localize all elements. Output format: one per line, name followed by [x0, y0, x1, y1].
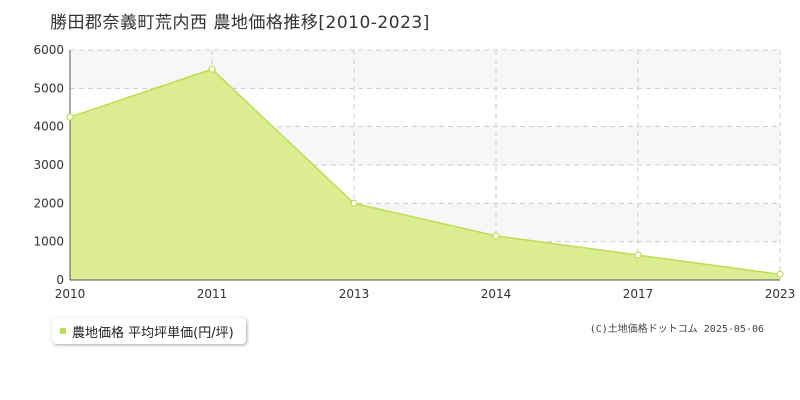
y-tick-label: 4000	[33, 120, 64, 134]
data-point	[492, 232, 500, 240]
y-tick-label: 6000	[33, 43, 64, 57]
y-tick-label: 3000	[33, 158, 64, 172]
y-tick-label: 1000	[33, 235, 64, 249]
x-tick-label: 2017	[623, 287, 654, 301]
copyright-text: (C)土地価格ドットコム 2025-05-06	[589, 324, 764, 335]
data-point	[208, 65, 216, 73]
legend: 農地価格 平均坪単価(円/坪)	[52, 318, 246, 344]
data-point	[66, 113, 74, 121]
data-point	[776, 270, 784, 278]
x-tick-label: 2010	[55, 287, 86, 301]
chart-title: 勝田郡奈義町荒内西 農地価格推移[2010-2023]	[50, 13, 430, 33]
y-axis-tick-labels: 0 1000 2000 3000 4000 5000 6000	[33, 43, 64, 287]
area-fill	[70, 69, 780, 281]
data-point	[634, 251, 642, 259]
series-line	[69, 68, 781, 275]
y-tick-label: 2000	[33, 196, 64, 210]
y-tick-label: 0	[56, 273, 64, 287]
legend-swatch	[60, 328, 66, 334]
y-tick-label: 5000	[33, 81, 64, 95]
data-point	[350, 199, 358, 207]
data-points	[66, 65, 784, 278]
area-series	[69, 68, 781, 281]
legend-label: 農地価格 平均坪単価(円/坪)	[72, 325, 234, 341]
x-tick-label: 2011	[197, 287, 228, 301]
x-tick-label: 2014	[481, 287, 512, 301]
x-axis-tick-labels: 2010 2011 2013 2014 2017 2023	[55, 287, 796, 301]
x-tick-label: 2023	[765, 287, 796, 301]
x-tick-label: 2013	[339, 287, 370, 301]
axes	[69, 50, 780, 281]
